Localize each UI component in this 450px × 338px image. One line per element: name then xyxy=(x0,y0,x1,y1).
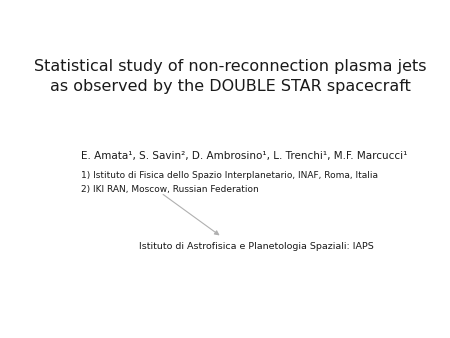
Text: Statistical study of non-reconnection plasma jets
as observed by the DOUBLE STAR: Statistical study of non-reconnection pl… xyxy=(34,59,427,94)
Text: Istituto di Astrofisica e Planetologia Spaziali: IAPS: Istituto di Astrofisica e Planetologia S… xyxy=(140,242,374,251)
Text: 1) Istituto di Fisica dello Spazio Interplanetario, INAF, Roma, Italia: 1) Istituto di Fisica dello Spazio Inter… xyxy=(81,171,378,180)
Text: 2) IKI RAN, Moscow, Russian Federation: 2) IKI RAN, Moscow, Russian Federation xyxy=(81,185,258,194)
Text: E. Amata¹, S. Savin², D. Ambrosino¹, L. Trenchi¹, M.F. Marcucci¹: E. Amata¹, S. Savin², D. Ambrosino¹, L. … xyxy=(81,151,407,161)
